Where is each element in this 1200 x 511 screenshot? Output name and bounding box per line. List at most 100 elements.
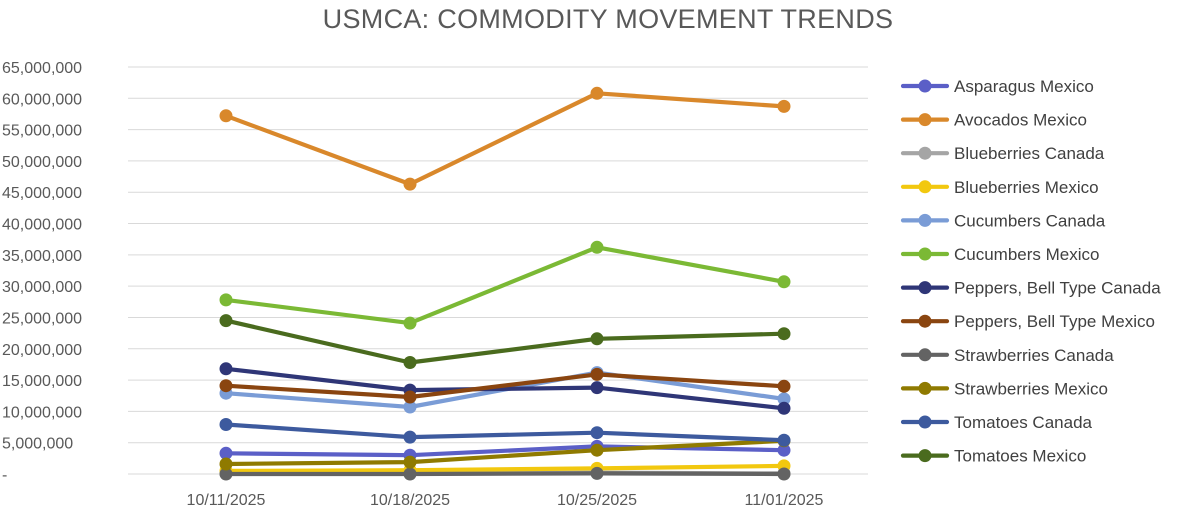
data-point <box>777 275 791 289</box>
legend-label: Peppers, Bell Type Mexico <box>954 312 1155 331</box>
data-point <box>590 367 604 381</box>
legend-label: Blueberries Canada <box>954 144 1105 163</box>
data-point <box>777 379 791 393</box>
data-point <box>590 86 604 100</box>
data-point <box>219 379 233 393</box>
y-tick-label: 60,000,000 <box>2 91 82 108</box>
legend-swatch-marker <box>918 314 932 328</box>
legend-label: Strawberries Mexico <box>954 379 1108 398</box>
data-point <box>403 467 417 481</box>
series-line <box>223 422 787 443</box>
legend-swatch-marker <box>918 449 932 463</box>
data-point <box>590 443 604 457</box>
series-line <box>223 245 787 326</box>
data-point <box>777 401 791 415</box>
data-point <box>219 314 233 328</box>
legend-item: Strawberries Canada <box>900 346 1114 365</box>
chart-title: USMCA: COMMODITY MOVEMENT TRENDS <box>323 4 894 34</box>
legend-label: Tomatoes Mexico <box>954 447 1086 466</box>
legend-swatch-marker <box>918 415 932 429</box>
legend-label: Cucumbers Mexico <box>954 245 1100 264</box>
y-tick-label: 55,000,000 <box>2 123 82 140</box>
data-point <box>403 177 417 191</box>
series-tomatoes-mexico <box>219 314 791 369</box>
legend-label: Tomatoes Canada <box>954 413 1093 432</box>
legend-swatch-marker <box>918 281 932 295</box>
series-peppers-bell-type-canada <box>219 362 791 415</box>
y-tick-label: 10,000,000 <box>2 404 82 421</box>
data-point <box>777 327 791 341</box>
data-point <box>590 381 604 395</box>
data-point <box>777 392 791 406</box>
series-avocados-mexico <box>219 86 791 191</box>
series-peppers-bell-type-mexico <box>219 367 791 404</box>
legend-item: Strawberries Mexico <box>900 379 1108 398</box>
x-tick-label: 10/18/2025 <box>370 492 450 509</box>
y-tick-label: 45,000,000 <box>2 185 82 202</box>
legend-swatch-marker <box>918 113 932 127</box>
x-tick-label: 11/01/2025 <box>745 492 824 509</box>
series-strawberries-canada <box>219 466 791 481</box>
legend-swatch-marker <box>918 79 932 93</box>
legend: Asparagus Mexico Avocados Mexico Blueberri… <box>900 77 1161 466</box>
data-point <box>403 316 417 330</box>
data-point <box>777 433 791 447</box>
data-point <box>777 443 791 457</box>
legend-swatch-marker <box>918 247 932 261</box>
series-line <box>223 372 787 400</box>
legend-swatch-marker <box>918 381 932 395</box>
legend-item: Cucumbers Canada <box>900 211 1106 230</box>
data-point <box>777 99 791 113</box>
legend-swatch-marker <box>918 213 932 227</box>
legend-label: Strawberries Canada <box>954 346 1114 365</box>
y-tick-label: - <box>2 467 7 484</box>
legend-item: Tomatoes Mexico <box>900 447 1086 466</box>
data-point <box>590 332 604 346</box>
y-tick-label: 40,000,000 <box>2 217 82 234</box>
series-line <box>223 463 787 473</box>
legend-item: Peppers, Bell Type Mexico <box>900 312 1155 331</box>
legend-item: Blueberries Mexico <box>900 178 1099 197</box>
y-tick-label: 20,000,000 <box>2 342 82 359</box>
data-point <box>403 356 417 369</box>
plot-area <box>219 86 791 481</box>
series-line <box>223 471 787 477</box>
y-tick-label: 35,000,000 <box>2 248 82 265</box>
legend-item: Avocados Mexico <box>900 111 1087 130</box>
y-tick-label: 15,000,000 <box>2 373 82 390</box>
data-point <box>219 457 233 471</box>
data-point <box>219 446 233 460</box>
data-point <box>590 426 604 440</box>
legend-label: Blueberries Mexico <box>954 178 1099 197</box>
legend-item: Peppers, Bell Type Canada <box>900 279 1161 298</box>
legend-item: Asparagus Mexico <box>900 77 1094 96</box>
y-tick-label: 30,000,000 <box>2 279 82 296</box>
y-tick-label: 5,000,000 <box>2 436 73 453</box>
data-point <box>219 109 233 123</box>
series-line <box>223 91 787 187</box>
x-tick-label: 10/11/2025 <box>187 492 266 509</box>
data-point <box>590 466 604 480</box>
series-line <box>223 438 787 467</box>
data-point <box>219 418 233 431</box>
data-point <box>403 430 417 444</box>
x-tick-label: 10/25/2025 <box>557 492 637 509</box>
data-point <box>219 467 233 481</box>
series-cucumbers-mexico <box>219 240 791 330</box>
y-axis: - 5,000,000 10,000,000 15,000,000 20,000,000… <box>2 60 82 484</box>
series-line <box>223 444 787 458</box>
legend-swatch-marker <box>918 348 932 362</box>
y-tick-label: 50,000,000 <box>2 154 82 171</box>
legend-item: Blueberries Canada <box>900 144 1105 163</box>
legend-label: Peppers, Bell Type Canada <box>954 279 1161 298</box>
x-axis: 10/11/2025 10/18/2025 10/25/2025 11/01/2025 <box>187 492 824 509</box>
data-point <box>590 240 604 254</box>
data-point <box>403 390 417 404</box>
gridlines <box>128 66 868 475</box>
legend-swatch-marker <box>918 180 932 194</box>
y-tick-label: 25,000,000 <box>2 310 82 327</box>
legend-item: Cucumbers Mexico <box>900 245 1100 264</box>
series-line <box>223 366 787 411</box>
legend-label: Asparagus Mexico <box>954 77 1094 96</box>
